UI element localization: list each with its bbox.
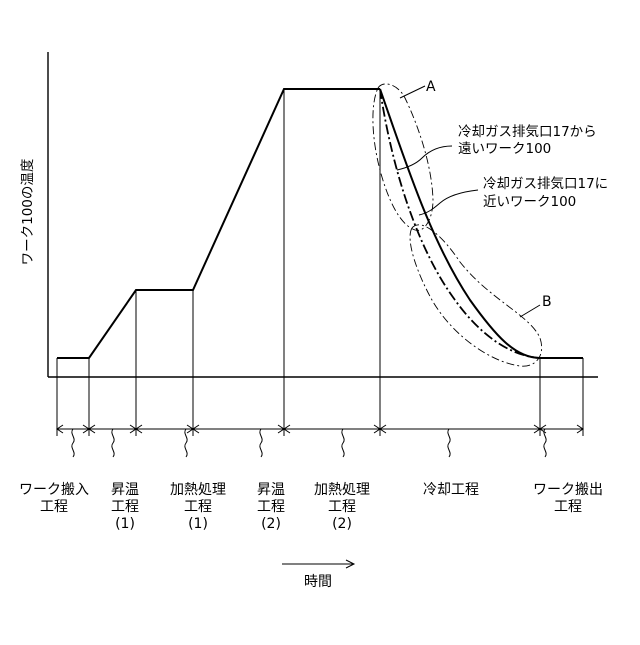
phase-leader <box>112 429 114 457</box>
phase-leader <box>185 429 187 457</box>
phase-label: 工程 <box>554 499 582 515</box>
y-axis-label: ワーク100の温度 <box>20 159 36 266</box>
phase-label-leaders <box>72 429 546 457</box>
phase-leader <box>448 429 450 457</box>
phase-label: ワーク搬入 <box>19 482 89 498</box>
marker-a-leader <box>400 86 425 98</box>
phase-label: 工程 <box>328 499 356 515</box>
phase-label: 工程 <box>40 499 68 515</box>
phase-label: (2) <box>332 516 352 532</box>
annotation-far-line-1: 冷却ガス排気口17から <box>458 124 597 140</box>
phase-label: 加熱処理 <box>314 482 370 498</box>
annotation-near-leader <box>419 190 478 215</box>
axes <box>48 52 598 377</box>
phase-label: 加熱処理 <box>170 482 226 498</box>
marker-b: B <box>542 294 552 310</box>
marker-a: A <box>426 79 436 95</box>
phase-label: (1) <box>115 516 135 532</box>
phase-leader <box>72 429 74 457</box>
region-b-outline <box>410 225 542 366</box>
phase-leader <box>342 429 344 457</box>
annotation-near-line-1: 冷却ガス排気口17に <box>483 176 608 192</box>
phase-label: 工程 <box>184 499 212 515</box>
temperature-profile <box>57 89 380 358</box>
phase-leader <box>260 429 262 457</box>
phase-label: (1) <box>188 516 208 532</box>
phase-label: 冷却工程 <box>423 482 479 498</box>
phase-label: (2) <box>261 516 281 532</box>
phase-label: 昇温 <box>111 482 139 498</box>
phase-labels: ワーク搬入 工程 昇温 工程 (1) 加熱処理 工程 (1) 昇温 工程 (2)… <box>19 482 603 532</box>
annotation-near-line-2: 近いワーク100 <box>483 194 576 210</box>
phase-label: 昇温 <box>257 482 285 498</box>
phase-label: 工程 <box>111 499 139 515</box>
phase-label: 工程 <box>257 499 285 515</box>
annotation-far-line-2: 遠いワーク100 <box>458 141 551 157</box>
x-axis-label: 時間 <box>304 574 332 590</box>
phase-label: ワーク搬出 <box>533 482 603 498</box>
marker-b-leader <box>520 305 540 317</box>
time-arrow <box>282 560 354 568</box>
